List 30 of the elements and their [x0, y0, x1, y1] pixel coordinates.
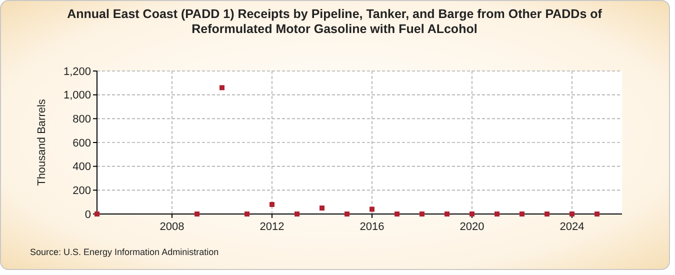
y-tick-label: 1,200	[63, 66, 91, 78]
x-tick-label: 2012	[260, 221, 284, 233]
point	[370, 206, 374, 212]
point	[444, 212, 450, 216]
point	[594, 212, 600, 216]
y-tick-label: 0	[84, 208, 91, 221]
source-note: Source: U.S. Energy Information Administration	[30, 247, 219, 257]
point	[294, 212, 300, 216]
point	[544, 212, 550, 216]
y-tick-label: 200	[72, 185, 91, 198]
chart-title: Annual East Coast (PADD 1) Receipts by Pipeline, Tanker, and Barge from Other PADDs of Reformulated Motor Gasoline with Fuel ALcohol	[67, 7, 603, 36]
point	[520, 212, 524, 216]
point	[344, 212, 350, 216]
y-tick-label: 800	[72, 114, 91, 126]
y-tick-label: 1,000	[63, 90, 91, 102]
point	[244, 212, 250, 216]
y-tick-label: 400	[72, 161, 91, 174]
point	[220, 85, 224, 90]
x-tick-label: 2016	[360, 221, 384, 233]
point	[320, 206, 324, 211]
x-tick-label: 2020	[460, 221, 484, 233]
point	[420, 212, 424, 216]
point	[194, 212, 200, 216]
point	[494, 212, 500, 216]
point	[270, 202, 274, 207]
x-tick-label: 2008	[160, 221, 184, 233]
point	[394, 212, 400, 216]
y-tick-label: 600	[72, 137, 91, 150]
y-axis-title: Thousand Barrels	[36, 98, 48, 186]
x-tick-label: 2024	[560, 221, 584, 233]
